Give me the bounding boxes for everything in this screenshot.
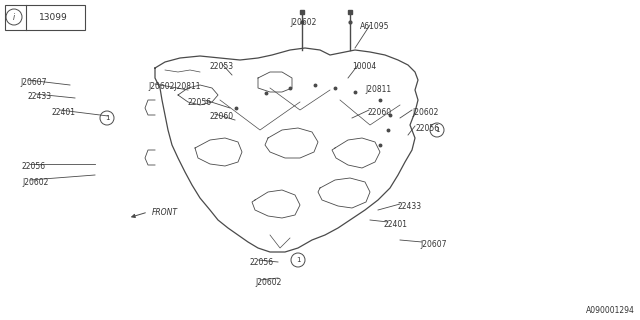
Text: 22401: 22401 bbox=[52, 108, 76, 117]
Text: 10004: 10004 bbox=[352, 62, 376, 71]
Text: 22056: 22056 bbox=[415, 124, 439, 133]
Text: J20602: J20602 bbox=[412, 108, 438, 117]
Text: 22060: 22060 bbox=[368, 108, 392, 117]
Text: J20602J20811: J20602J20811 bbox=[148, 82, 200, 91]
Text: 22056: 22056 bbox=[250, 258, 274, 267]
Text: 22433: 22433 bbox=[398, 202, 422, 211]
Text: 22401: 22401 bbox=[383, 220, 407, 229]
Text: 22053: 22053 bbox=[210, 62, 234, 71]
Text: FRONT: FRONT bbox=[152, 208, 178, 217]
Text: A090001294: A090001294 bbox=[586, 306, 635, 315]
Text: 22056: 22056 bbox=[188, 98, 212, 107]
Text: J20602: J20602 bbox=[290, 18, 316, 27]
Text: 13099: 13099 bbox=[38, 12, 67, 21]
Text: A61095: A61095 bbox=[360, 22, 390, 31]
Text: J20607: J20607 bbox=[420, 240, 447, 249]
Text: 1: 1 bbox=[105, 115, 109, 121]
Text: 22060: 22060 bbox=[210, 112, 234, 121]
Text: J20811: J20811 bbox=[365, 85, 391, 94]
Text: i: i bbox=[13, 12, 15, 21]
Text: 1: 1 bbox=[296, 257, 300, 263]
Text: 22433: 22433 bbox=[28, 92, 52, 101]
Text: J20602: J20602 bbox=[22, 178, 49, 187]
Text: 1: 1 bbox=[435, 127, 439, 133]
Text: J20607: J20607 bbox=[20, 78, 47, 87]
Text: 22056: 22056 bbox=[22, 162, 46, 171]
Bar bbox=[5, 5, 85, 30]
Text: J20602: J20602 bbox=[255, 278, 282, 287]
